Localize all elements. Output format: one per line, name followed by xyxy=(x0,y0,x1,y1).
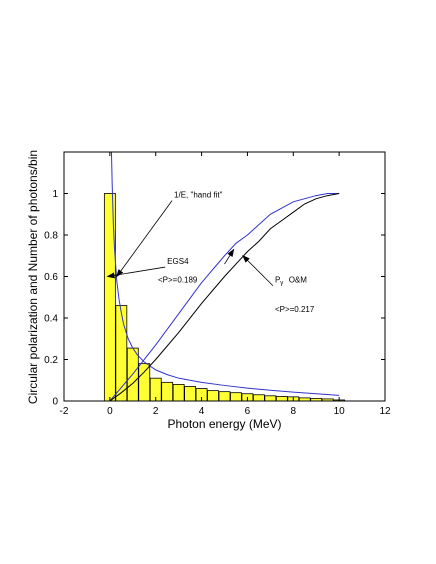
bar xyxy=(275,396,288,402)
bar xyxy=(230,392,242,402)
bar xyxy=(115,305,128,402)
annotation-text: O&M xyxy=(289,276,308,285)
y-tick-label: 0 xyxy=(52,397,58,408)
bar xyxy=(138,363,151,402)
series-line xyxy=(109,193,340,402)
x-tick-label: 12 xyxy=(379,406,391,417)
annotation-arrow xyxy=(224,248,235,265)
y-tick-label: 0.6 xyxy=(44,272,58,283)
y-tick-label: 0.8 xyxy=(44,231,58,242)
annotation-text: Pγ xyxy=(275,276,283,287)
x-tick-label: 4 xyxy=(199,406,205,417)
series-line xyxy=(109,193,340,402)
y-tick-label: 0.2 xyxy=(44,355,58,366)
x-tick-label: 2 xyxy=(153,406,159,417)
annotation-arrow xyxy=(116,200,173,278)
x-tick-label: 10 xyxy=(334,406,346,417)
annotation-text: EGS4 xyxy=(167,257,189,266)
y-axis-title: Circular polarization and Number of phot… xyxy=(26,150,40,404)
annotation-text: <P>=0.189 xyxy=(158,276,198,285)
annotation-arrow xyxy=(242,255,274,287)
bar xyxy=(207,390,219,402)
bar xyxy=(252,394,265,402)
x-tick-label: 6 xyxy=(245,406,251,417)
annotation-arrow xyxy=(106,266,166,279)
x-tick-label: 8 xyxy=(291,406,297,417)
annotation-text: <P>=0.217 xyxy=(275,305,315,314)
x-tick-label: 0 xyxy=(107,406,113,417)
annotation-text: 1/E, "hand fit" xyxy=(174,191,223,200)
bar xyxy=(161,381,174,402)
x-axis-title: Photon energy (MeV) xyxy=(167,417,281,431)
bar xyxy=(264,395,277,402)
y-tick-label: 1 xyxy=(52,189,58,200)
bar xyxy=(184,386,197,402)
bar xyxy=(218,391,231,402)
bar xyxy=(172,383,185,402)
series-line xyxy=(110,151,340,396)
x-tick-label: -2 xyxy=(60,406,69,417)
y-tick-label: 0.4 xyxy=(44,314,58,325)
